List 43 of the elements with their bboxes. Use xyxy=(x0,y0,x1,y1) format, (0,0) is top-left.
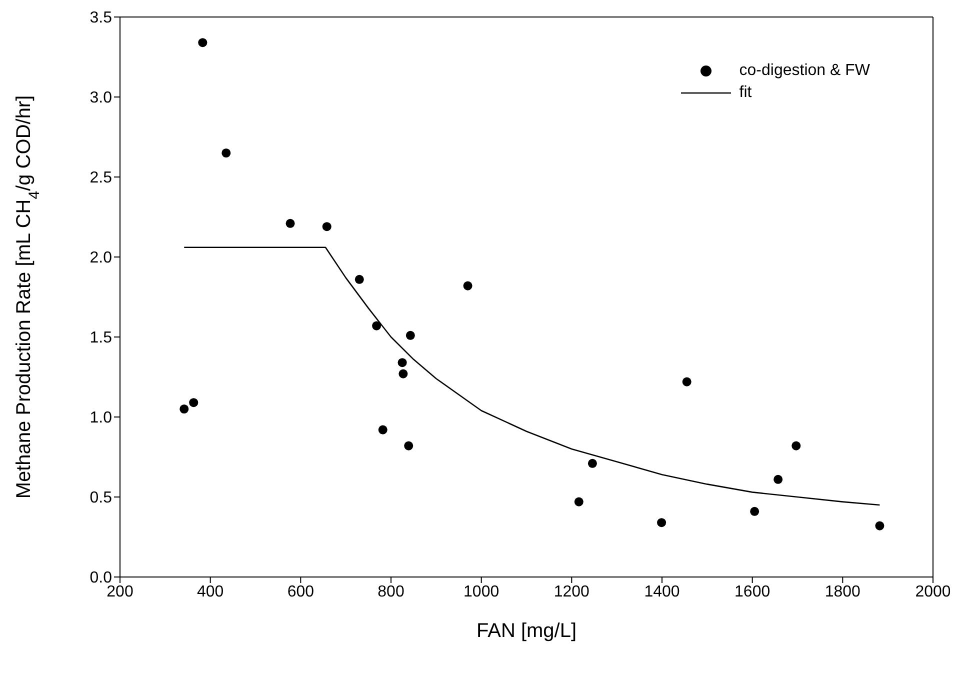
point xyxy=(406,330,415,340)
x-tick-label: 1400 xyxy=(644,583,680,600)
x-tick-label: 800 xyxy=(378,583,404,600)
x-tick-label: 600 xyxy=(287,583,314,600)
point xyxy=(404,441,414,450)
legend-label: fit xyxy=(739,84,752,102)
x-tick-label: 200 xyxy=(106,583,134,600)
x-tick-label: 2000 xyxy=(915,583,951,600)
y-tick-label: 3.5 xyxy=(90,10,112,27)
point xyxy=(354,274,364,284)
line-series xyxy=(183,246,880,506)
x-tick-label: 1600 xyxy=(734,583,770,600)
y-tick-label: 0.5 xyxy=(90,490,112,507)
point xyxy=(588,458,597,468)
y-tick-label: 1.5 xyxy=(90,330,112,347)
point xyxy=(286,218,295,228)
x-axis-title: FAN [mg/L] xyxy=(476,620,577,642)
y-tick-label: 1.0 xyxy=(90,410,112,427)
point xyxy=(574,497,584,506)
point xyxy=(774,474,783,484)
x-tick-label: 1000 xyxy=(464,583,500,600)
point xyxy=(398,369,408,378)
point xyxy=(180,404,189,414)
point xyxy=(372,321,382,330)
y-tick-label: 3.0 xyxy=(90,90,112,107)
y-tick-label: 2.5 xyxy=(90,170,112,187)
x-tick-label: 400 xyxy=(196,583,224,600)
x-tick-label: 1800 xyxy=(824,583,861,600)
point xyxy=(682,377,692,386)
point xyxy=(792,441,801,450)
point xyxy=(657,518,666,528)
point xyxy=(198,38,208,48)
point xyxy=(322,222,332,232)
point xyxy=(189,398,198,408)
point xyxy=(378,425,388,434)
point xyxy=(398,358,407,368)
x-tick-label: 1200 xyxy=(554,583,590,600)
y-tick-label: 2.0 xyxy=(90,250,112,267)
legend-label: co-digestion & FW xyxy=(739,62,870,80)
point xyxy=(875,521,884,530)
point xyxy=(222,148,231,158)
point xyxy=(463,281,472,290)
point xyxy=(750,506,760,516)
